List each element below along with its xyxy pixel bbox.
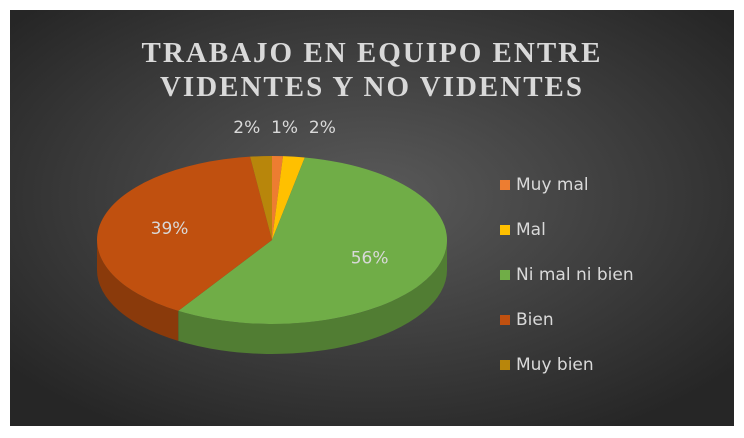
slice (272, 156, 283, 240)
legend-swatch (500, 225, 510, 235)
legend-label: Mal (516, 220, 546, 240)
slice-side (178, 240, 448, 354)
data-label: 2% (309, 118, 336, 138)
legend-swatch (500, 360, 510, 370)
data-label: 39% (151, 219, 189, 239)
legend-label: Muy bien (516, 355, 594, 375)
legend-swatch (500, 180, 510, 190)
slice (250, 156, 272, 240)
legend-label: Ni mal ni bien (516, 265, 634, 285)
legend-label: Muy mal (516, 175, 589, 195)
slice (272, 156, 305, 240)
slice-side (97, 240, 179, 341)
slice (97, 156, 272, 311)
legend-swatch (500, 315, 510, 325)
legend-label: Bien (516, 310, 554, 330)
data-label: 1% (271, 118, 298, 138)
slice (178, 157, 447, 325)
legend-swatch (500, 270, 510, 280)
chart-title: TRABAJO EN EQUIPO ENTRE VIDENTES Y NO VI… (141, 37, 603, 103)
data-label: 56% (351, 249, 389, 269)
data-label: 2% (233, 118, 260, 138)
